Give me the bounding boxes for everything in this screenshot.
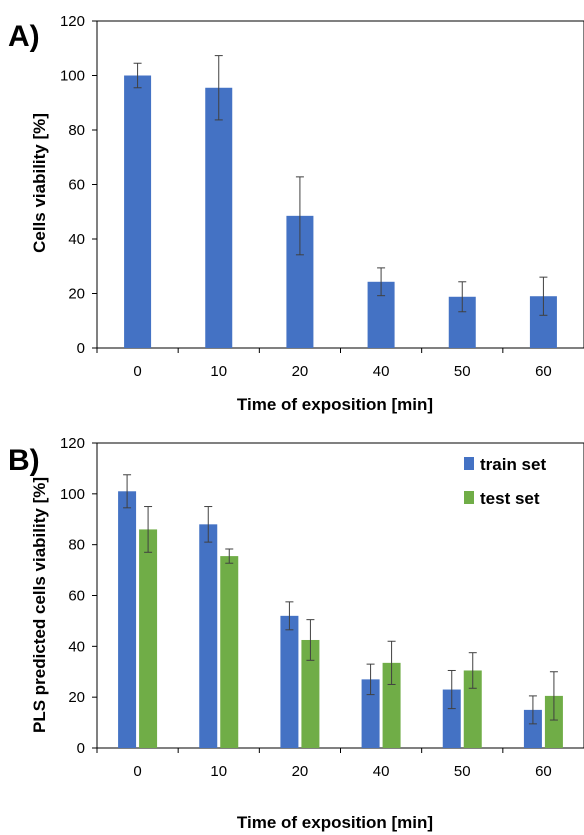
y-tick-label: 60 xyxy=(68,588,85,605)
panel-b-y-axis: 0 20 40 60 80 100 120 xyxy=(60,435,97,757)
panel-b-x-axis: 0 10 20 40 50 60 xyxy=(96,748,552,780)
panel-b-ylabel: PLS predicted cells viability [%] xyxy=(30,477,49,733)
y-tick-label: 120 xyxy=(60,13,85,30)
y-tick-label: 120 xyxy=(60,435,85,452)
legend-swatch-test-set xyxy=(464,491,474,504)
x-tick-label: 50 xyxy=(454,763,471,780)
panel-a-plot-area xyxy=(96,20,584,349)
x-tick-label: 40 xyxy=(373,363,390,380)
legend-swatch-train-set xyxy=(464,457,474,470)
bar xyxy=(280,615,299,748)
panel-a-label: A) xyxy=(8,20,40,53)
x-tick-label: 20 xyxy=(292,363,309,380)
bar xyxy=(118,491,137,748)
panel-a-xlabel: Time of exposition [min] xyxy=(237,395,433,414)
panel-b-bars xyxy=(118,474,563,748)
bar xyxy=(544,695,563,748)
panel-b-chart: B) PLS predicted cells viability [%] Tim… xyxy=(8,435,584,832)
x-tick-label: 20 xyxy=(292,763,309,780)
x-tick-label: 0 xyxy=(133,763,141,780)
x-tick-label: 60 xyxy=(535,763,552,780)
bar xyxy=(523,709,542,748)
y-tick-label: 40 xyxy=(68,638,85,655)
panel-b-xlabel: Time of exposition [min] xyxy=(237,813,433,832)
bar xyxy=(139,529,158,748)
panel-a-bars xyxy=(124,55,557,348)
y-tick-label: 100 xyxy=(60,68,85,85)
x-tick-label: 60 xyxy=(535,363,552,380)
panel-a-ylabel: Cells viability [%] xyxy=(30,113,49,253)
bar xyxy=(199,524,218,748)
y-tick-label: 80 xyxy=(68,122,85,139)
bar xyxy=(124,75,152,348)
legend-label-train-set: train set xyxy=(480,455,546,474)
x-tick-label: 10 xyxy=(210,763,227,780)
x-tick-label: 10 xyxy=(210,363,227,380)
panel-a-chart: A) Cells viability [%] Time of expositio… xyxy=(8,13,584,414)
panel-b-legend: train set test set xyxy=(464,455,546,508)
y-tick-label: 0 xyxy=(77,340,85,357)
y-tick-label: 20 xyxy=(68,689,85,706)
bar xyxy=(220,556,239,748)
bar xyxy=(361,679,380,748)
panel-a-x-axis: 0 10 20 40 50 60 xyxy=(96,348,552,380)
bar xyxy=(382,662,401,748)
x-tick-label: 0 xyxy=(133,363,141,380)
x-tick-label: 50 xyxy=(454,363,471,380)
panel-a-frame-border xyxy=(96,20,584,349)
bar xyxy=(301,639,320,748)
y-tick-label: 100 xyxy=(60,486,85,503)
panel-a-y-axis: 0 20 40 60 80 100 120 xyxy=(60,13,97,357)
y-tick-label: 20 xyxy=(68,286,85,303)
bar xyxy=(205,87,233,348)
legend-label-test-set: test set xyxy=(480,489,540,508)
x-tick-label: 40 xyxy=(373,763,390,780)
y-tick-label: 0 xyxy=(77,740,85,757)
bar xyxy=(463,670,482,748)
y-tick-label: 80 xyxy=(68,537,85,554)
y-tick-label: 60 xyxy=(68,177,85,194)
bar xyxy=(442,689,461,748)
y-tick-label: 40 xyxy=(68,231,85,248)
panel-b-label: B) xyxy=(8,444,40,477)
